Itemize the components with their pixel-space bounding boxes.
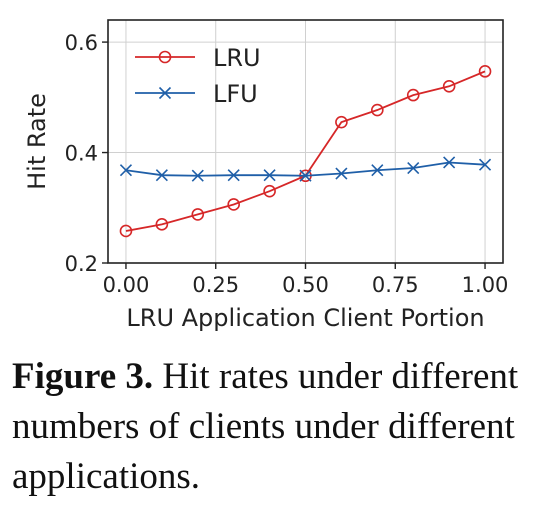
lfu-data-point bbox=[119, 164, 133, 177]
lfu-data-point bbox=[263, 169, 276, 182]
x-tick-label: 0.75 bbox=[372, 273, 419, 297]
x-tick-label: 0.25 bbox=[192, 273, 239, 297]
figure-label: Figure 3. bbox=[12, 356, 154, 397]
lfu-data-point bbox=[478, 158, 492, 171]
lru-data-point bbox=[263, 184, 276, 198]
x-tick-label: 0.00 bbox=[103, 273, 150, 297]
lfu-data-point bbox=[335, 167, 348, 180]
lfu-legend-marker bbox=[158, 86, 172, 100]
lru-data-point bbox=[406, 88, 420, 102]
y-axis-label: Hit Rate bbox=[23, 93, 51, 190]
lru-data-point bbox=[371, 103, 384, 117]
lfu-data-point bbox=[191, 169, 204, 182]
lru-legend-marker bbox=[158, 50, 172, 64]
lfu-data-point bbox=[443, 156, 456, 169]
y-tick-label: 0.6 bbox=[65, 31, 98, 55]
legend: LRU LFU bbox=[135, 44, 261, 108]
lfu-data-point bbox=[299, 169, 312, 182]
y-tick-label: 0.4 bbox=[65, 142, 98, 166]
lru-data-point bbox=[335, 115, 348, 129]
lfu-data-point bbox=[371, 164, 384, 177]
lfu-data-point bbox=[227, 169, 240, 182]
x-tick-label: 0.50 bbox=[282, 273, 329, 297]
lru-data-point bbox=[155, 218, 169, 231]
tick-layer: 0.00 0.25 0.50 0.75 1.00 0.2 0.4 0.6 bbox=[65, 31, 509, 297]
x-axis-label: LRU Application Client Portion bbox=[126, 304, 484, 332]
lru-data-point bbox=[478, 65, 492, 78]
lfu-legend-label: LFU bbox=[213, 80, 258, 108]
caption-text: Hit rates under different numbers of cli… bbox=[12, 356, 519, 497]
line-chart: 0.00 0.25 0.50 0.75 1.00 0.2 0.4 0.6 LRU LFU LRU… bbox=[23, 19, 509, 332]
x-tick-label: 1.00 bbox=[462, 273, 509, 297]
series-layer bbox=[119, 65, 492, 238]
figure-caption: Figure 3. Hit rates under different numb… bbox=[12, 352, 542, 502]
lru-legend-label: LRU bbox=[213, 44, 261, 72]
lru-data-point bbox=[119, 224, 133, 238]
lru-data-point bbox=[442, 79, 456, 93]
lfu-data-point bbox=[407, 161, 420, 175]
y-tick-label: 0.2 bbox=[65, 252, 98, 276]
lru-data-point bbox=[191, 208, 205, 221]
lru-data-point bbox=[227, 198, 240, 211]
lfu-data-point bbox=[155, 169, 168, 182]
